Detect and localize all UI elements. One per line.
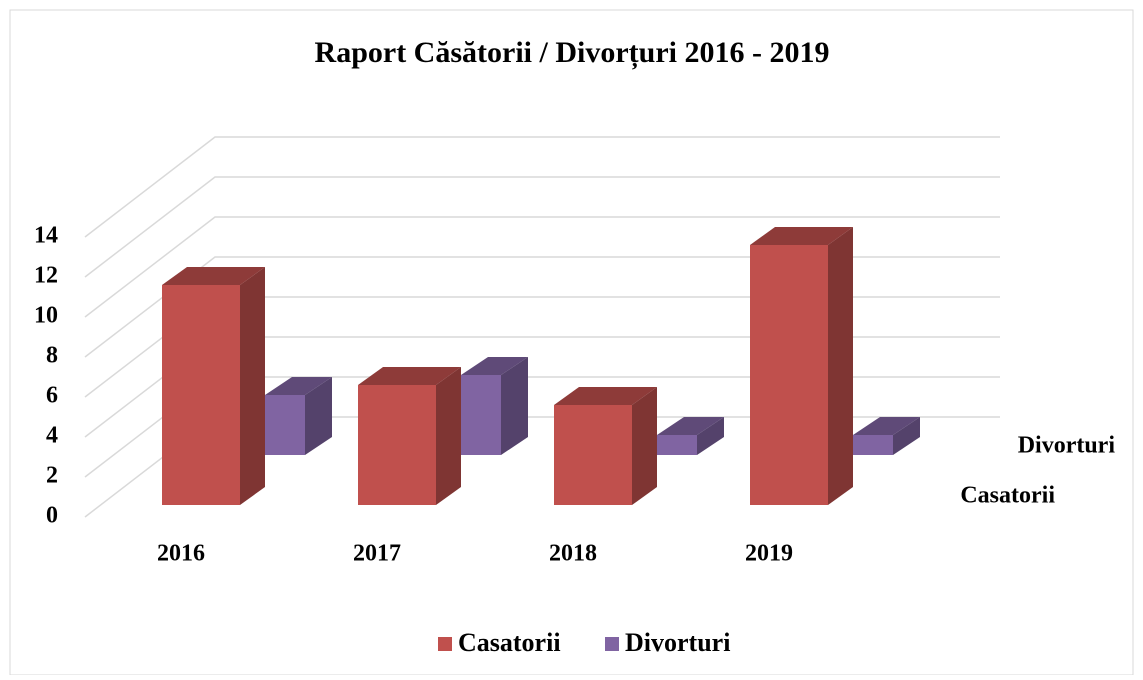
y-tick-label: 0 <box>46 503 58 529</box>
y-tick-label: 14 <box>34 223 58 249</box>
x-tick-label: 2016 <box>157 541 205 567</box>
bar-side <box>697 417 724 455</box>
bar-side <box>436 367 461 505</box>
legend-swatch <box>605 637 619 651</box>
grid-line <box>84 256 1000 358</box>
bar-top <box>750 227 853 245</box>
bar <box>554 405 632 505</box>
y-tick-label: 12 <box>34 263 58 289</box>
y-tick-label: 10 <box>34 303 58 329</box>
bar-top <box>657 417 724 435</box>
y-tick-label: 4 <box>46 423 58 449</box>
bar-top <box>265 377 332 395</box>
y-tick-label: 8 <box>46 343 58 369</box>
bar <box>657 435 697 455</box>
bar-side <box>828 227 853 505</box>
row-label: Casatorii <box>960 483 1055 509</box>
row-label: Divorturi <box>1018 433 1116 459</box>
bar-side <box>893 417 920 455</box>
grid-line <box>84 216 1000 318</box>
bar <box>265 395 305 455</box>
bar <box>750 245 828 505</box>
bar-side <box>240 267 265 505</box>
bar-side <box>305 377 332 455</box>
bar-top <box>554 387 657 405</box>
chart-title: Raport Căsătorii / Divorțuri 2016 - 2019 <box>315 36 830 70</box>
bar <box>162 285 240 505</box>
bar-side <box>501 357 528 455</box>
bar-top <box>853 417 920 435</box>
bar-side <box>632 387 657 505</box>
bar-top <box>358 367 461 385</box>
grid-line <box>84 176 1000 278</box>
bar <box>461 375 501 455</box>
y-tick-label: 2 <box>46 463 58 489</box>
grid-line <box>84 136 1000 238</box>
y-tick-label: 6 <box>46 383 58 409</box>
legend-swatch <box>438 637 452 651</box>
x-tick-label: 2017 <box>353 541 401 567</box>
bar-top <box>461 357 528 375</box>
x-tick-label: 2018 <box>549 541 597 567</box>
bar-top <box>162 267 265 285</box>
bar <box>853 435 893 455</box>
legend-label: Casatorii <box>458 628 561 657</box>
legend-label: Divorturi <box>625 628 730 657</box>
bar <box>358 385 436 505</box>
x-tick-label: 2019 <box>745 541 793 567</box>
